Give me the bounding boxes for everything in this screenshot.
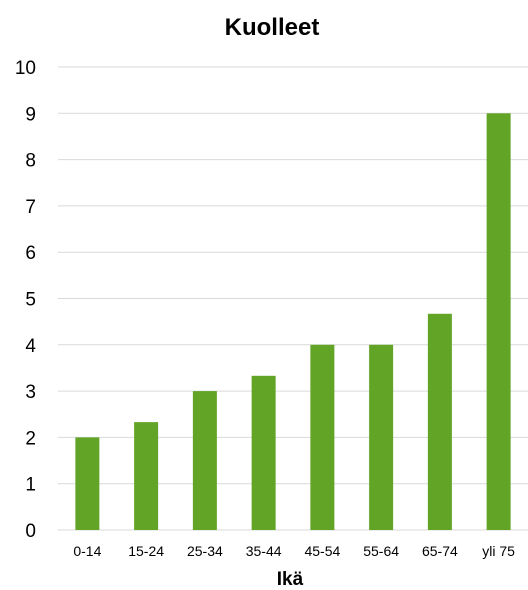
- y-tick-label: 3: [25, 382, 36, 403]
- x-tick-label: 55-64: [363, 543, 399, 559]
- bar-25-34: [192, 391, 217, 530]
- y-tick-label: 10: [15, 58, 36, 79]
- x-tick-label: 15-24: [128, 543, 164, 559]
- bar-35-44: [251, 375, 276, 530]
- x-tick-label: yli 75: [482, 543, 515, 559]
- chart-title: Kuolleet: [225, 14, 320, 41]
- y-tick-label: 5: [25, 290, 36, 311]
- bar-45-54: [310, 344, 335, 530]
- x-axis-title: Ikä: [277, 569, 304, 590]
- x-tick-label: 0-14: [73, 543, 101, 559]
- gridlines: [58, 66, 528, 531]
- y-tick-label: 1: [25, 475, 36, 496]
- x-tick-label: 65-74: [422, 543, 458, 559]
- bar-65-74: [427, 313, 452, 530]
- bar-0-14: [75, 437, 100, 530]
- x-axis-ticks: 0-14 15-24 25-34 35-44 45-54 55-64 65-74 yli 75: [73, 543, 515, 559]
- y-tick-label: 8: [25, 151, 36, 172]
- y-tick-label: 9: [25, 104, 36, 125]
- y-tick-label: 7: [25, 197, 36, 218]
- y-tick-label: 6: [25, 243, 36, 264]
- bar-15-24: [134, 422, 159, 530]
- x-tick-label: 35-44: [246, 543, 282, 559]
- bar-55-64: [369, 344, 394, 530]
- y-tick-label: 2: [25, 428, 36, 449]
- y-tick-label: 0: [25, 521, 36, 542]
- x-tick-label: 45-54: [304, 543, 340, 559]
- y-tick-label: 4: [25, 336, 36, 357]
- y-axis-ticks: 0 1 2 3 4 5 6 7 8 9 10: [15, 58, 37, 542]
- bar-yli-75: [486, 113, 511, 531]
- bars: [75, 113, 511, 531]
- x-tick-label: 25-34: [187, 543, 223, 559]
